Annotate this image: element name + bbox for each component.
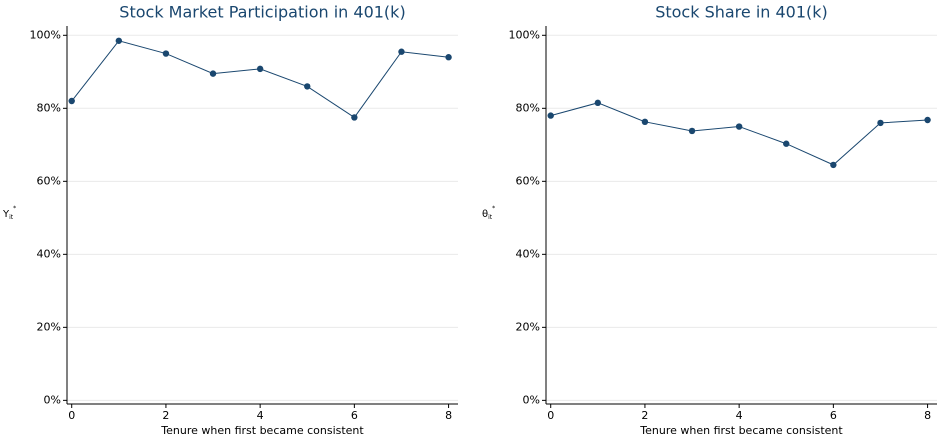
- data-point: [68, 97, 75, 105]
- y-tick-label: 0%: [44, 393, 61, 406]
- x-tick-label: 0: [68, 409, 75, 422]
- data-point: [547, 112, 554, 119]
- data-point: [641, 118, 649, 126]
- data-point: [304, 83, 311, 90]
- data-point: [351, 114, 358, 121]
- data-point: [445, 54, 452, 61]
- x-tick-label: 2: [641, 409, 648, 422]
- y-tick-label: 0%: [523, 393, 540, 406]
- x-tick-label: 8: [924, 409, 931, 422]
- data-point: [594, 99, 602, 107]
- data-point: [924, 116, 931, 124]
- data-point: [877, 119, 884, 127]
- y-tick-label: 100%: [30, 28, 61, 41]
- y-tick-label: 40%: [516, 247, 540, 260]
- y-label-sub: it: [488, 214, 493, 221]
- data-point: [398, 48, 405, 55]
- data-point: [830, 161, 837, 169]
- x-axis-label: Tenure when first became consistent: [160, 424, 364, 437]
- y-label-base: Y: [2, 209, 10, 220]
- y-tick-label: 40%: [37, 247, 61, 260]
- data-point: [256, 65, 264, 73]
- y-axis-label: Yit *: [2, 205, 16, 221]
- series-line: [71, 40, 449, 119]
- data-point: [115, 37, 123, 44]
- y-tick-label: 60%: [37, 174, 61, 187]
- x-tick-label: 8: [445, 409, 452, 422]
- x-tick-label: 0: [547, 409, 554, 422]
- y-tick-label: 60%: [516, 174, 540, 187]
- series-line: [550, 102, 928, 166]
- y-tick-label: 80%: [37, 101, 61, 114]
- y-label-sup: *: [492, 205, 495, 212]
- data-point: [783, 140, 790, 147]
- x-tick-label: 4: [736, 409, 743, 422]
- chart-title: Stock Market Participation in 401(k): [119, 3, 405, 22]
- x-tick-label: 6: [830, 409, 837, 422]
- data-point: [688, 127, 696, 135]
- y-label-sup: *: [13, 205, 16, 212]
- data-point: [735, 123, 743, 130]
- y-label-base: θ: [482, 209, 488, 220]
- x-tick-label: 2: [162, 409, 169, 422]
- y-axis-label: θit *: [482, 205, 495, 221]
- data-point: [209, 70, 217, 77]
- y-tick-label: 20%: [37, 320, 61, 333]
- x-tick-label: 4: [257, 409, 264, 422]
- y-label-sub: it: [9, 214, 14, 221]
- y-tick-label: 20%: [516, 320, 540, 333]
- x-tick-label: 6: [351, 409, 358, 422]
- y-tick-label: 100%: [509, 28, 540, 41]
- chart-title: Stock Share in 401(k): [655, 3, 828, 22]
- y-tick-label: 80%: [516, 101, 540, 114]
- data-point: [162, 50, 170, 57]
- x-axis-label: Tenure when first became consistent: [639, 424, 843, 437]
